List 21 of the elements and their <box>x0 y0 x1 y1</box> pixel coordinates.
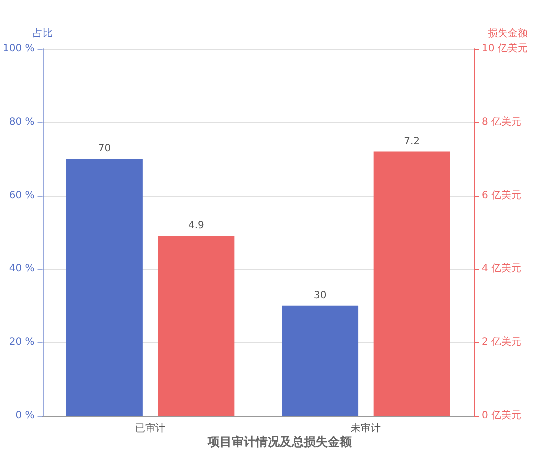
y2-axis-title: 损失金额 <box>488 28 528 40</box>
data-label: 70 <box>98 144 112 155</box>
y2-tick-label: 4 亿美元 <box>482 262 522 275</box>
y-tick-label: 60 % <box>9 190 35 202</box>
y2-tick-label: 2 亿美元 <box>482 336 522 348</box>
y-tick-label: 80 % <box>9 116 35 128</box>
y2-tick-label: 6 亿美元 <box>482 189 522 202</box>
x-tick-label: 已审计 <box>136 422 166 434</box>
y-tick-label: 40 % <box>9 264 35 275</box>
y-tick-label: 20 % <box>9 337 35 348</box>
data-label: 4.9 <box>188 220 204 232</box>
x-tick-label: 未审计 <box>351 422 382 434</box>
y2-tick-label: 8 亿美元 <box>482 116 522 128</box>
y-tick-label: 100 % <box>2 44 35 54</box>
text: 项目审计情况及总损失金额 <box>207 435 353 449</box>
y2-tick-label: 0 亿美元 <box>482 410 522 422</box>
y2-tick-label: 10 亿美元 <box>482 42 528 54</box>
y-tick-label: 0 % <box>16 410 35 422</box>
data-label: 7.2 <box>404 136 420 148</box>
data-label: 30 <box>314 290 327 302</box>
y-axis-title: 占比 <box>32 28 53 40</box>
